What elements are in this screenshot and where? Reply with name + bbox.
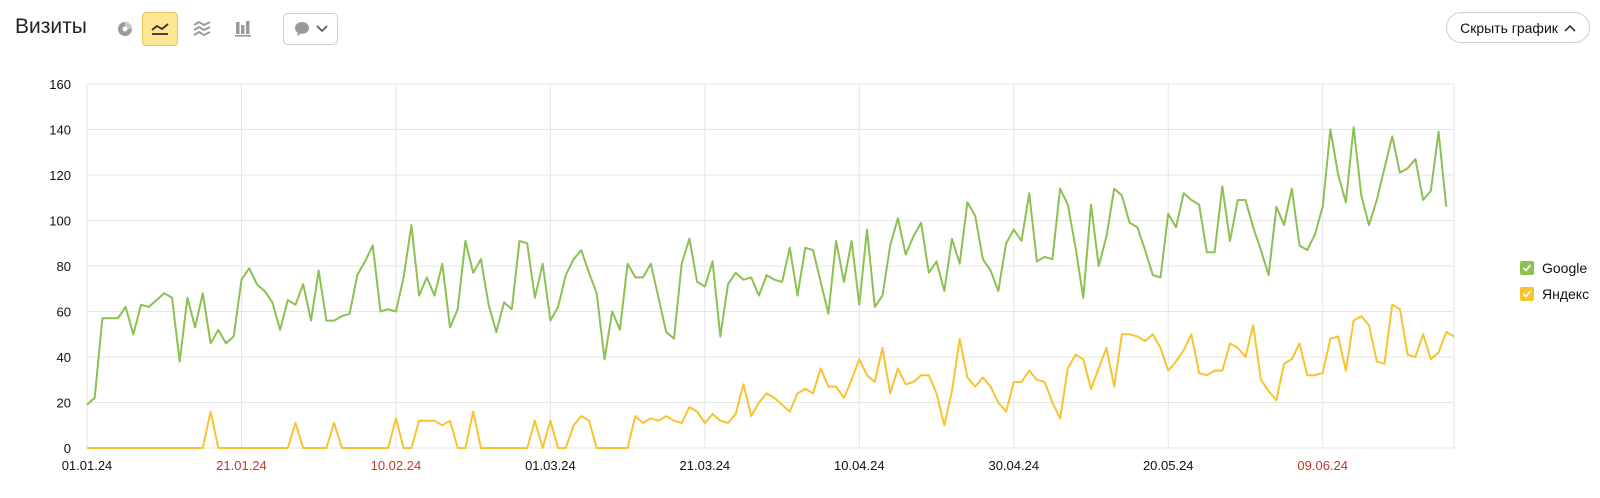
y-tick-label: 40 xyxy=(57,350,71,365)
line-chart-icon xyxy=(151,23,169,35)
series-line-yandex xyxy=(87,303,1455,449)
x-tick-label: 21.01.24 xyxy=(216,458,267,473)
x-tick-label: 01.01.24 xyxy=(62,458,113,473)
x-tick-label: 09.06.24 xyxy=(1297,458,1348,473)
legend-check-icon xyxy=(1520,261,1534,275)
page-title: Визиты xyxy=(15,15,87,38)
hide-chart-button[interactable]: Скрыть график xyxy=(1446,12,1590,43)
y-tick-label: 160 xyxy=(49,77,71,92)
line-chart: 0 20 40 60 80 100 120 140 160 01.01.24 21.01.24 10.… xyxy=(49,77,1455,473)
hide-chart-label: Скрыть график xyxy=(1460,19,1558,36)
legend-item-google[interactable]: Google xyxy=(1520,260,1587,276)
x-tick-label: 01.03.24 xyxy=(525,458,576,473)
chevron-up-icon xyxy=(1564,24,1576,32)
annotations-dropdown[interactable] xyxy=(283,13,338,45)
x-tick-label: 10.02.24 xyxy=(371,458,422,473)
legend-check-icon xyxy=(1520,287,1534,301)
line-chart-button[interactable] xyxy=(142,12,178,46)
legend-label-google: Google xyxy=(1542,260,1588,276)
bar-chart-button[interactable] xyxy=(226,12,262,46)
y-tick-label: 100 xyxy=(49,214,71,229)
x-tick-label: 30.04.24 xyxy=(988,458,1039,473)
x-tick-label: 21.03.24 xyxy=(680,458,731,473)
bar-chart-icon xyxy=(235,21,251,37)
y-tick-label: 20 xyxy=(57,396,71,411)
annotation-bubble-icon xyxy=(294,22,309,36)
y-tick-label: 80 xyxy=(57,259,71,274)
pie-chart-icon xyxy=(118,22,132,36)
chevron-down-icon xyxy=(316,25,328,33)
y-tick-label: 120 xyxy=(49,168,71,183)
series-line-google xyxy=(86,126,1448,406)
y-tick-label: 140 xyxy=(49,123,71,138)
x-tick-label: 20.05.24 xyxy=(1143,458,1194,473)
legend-item-yandex[interactable]: Яндекс xyxy=(1520,286,1589,302)
y-tick-label: 60 xyxy=(57,305,71,320)
stacked-area-button[interactable] xyxy=(184,12,220,46)
x-tick-label: 10.04.24 xyxy=(834,458,885,473)
legend-label-yandex: Яндекс xyxy=(1542,286,1590,302)
stacked-area-icon xyxy=(193,20,211,37)
y-tick-label: 0 xyxy=(64,441,71,456)
pie-chart-button[interactable] xyxy=(107,12,143,46)
